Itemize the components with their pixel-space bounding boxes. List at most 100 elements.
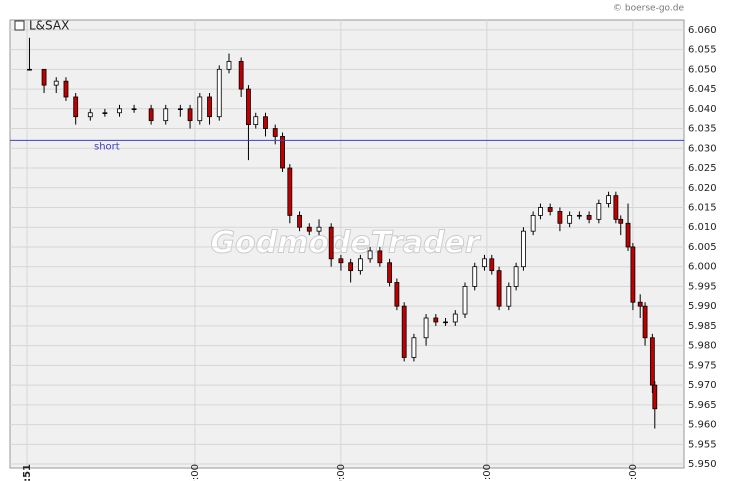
y-tick-label: 5.975 — [688, 360, 717, 371]
candle-body — [338, 258, 344, 264]
candle-body — [73, 96, 79, 118]
candle-body — [613, 195, 619, 220]
y-tick-label: 6.045 — [688, 84, 717, 95]
candle-body — [163, 108, 169, 122]
candle-body — [348, 262, 354, 272]
candle-body — [618, 218, 624, 224]
candle-body — [272, 128, 278, 137]
candle-body — [41, 68, 47, 86]
candle-body — [506, 286, 512, 307]
y-tick-label: 6.015 — [688, 202, 717, 213]
candle-body — [489, 258, 495, 272]
candle-body — [625, 222, 631, 248]
candle-body — [328, 226, 334, 260]
source: © boerse-go.de — [613, 4, 684, 14]
x-tick-label: 07:51 — [22, 464, 33, 481]
y-tick-label: 6.040 — [688, 104, 717, 115]
candle-body — [637, 301, 643, 307]
candle-body — [263, 116, 268, 129]
y-tick-label: 6.005 — [688, 242, 717, 253]
candle-body — [357, 258, 363, 272]
candle-body — [401, 305, 407, 358]
candle-body — [586, 214, 592, 220]
candle-body — [443, 321, 448, 324]
candle-body — [576, 214, 582, 217]
watermark: GodmodeTrader — [210, 226, 481, 261]
y-tick-label: 5.970 — [688, 380, 717, 391]
chart-title: L&SAX — [29, 19, 69, 33]
y-tick-label: 5.955 — [688, 439, 717, 450]
candle-body — [377, 250, 383, 264]
candle-body — [246, 88, 251, 125]
y-tick-label: 5.985 — [688, 321, 717, 332]
plot-area — [9, 19, 685, 469]
y-tick-label: 6.020 — [688, 183, 717, 194]
candle-body — [452, 313, 458, 323]
candle-body — [596, 203, 602, 220]
y-tick-label: 6.060 — [688, 25, 717, 36]
y-tick-label: 6.035 — [688, 124, 717, 135]
y-tick-label: 6.030 — [688, 143, 717, 154]
y-tick-label: 6.055 — [688, 45, 717, 56]
y-tick-label: 6.025 — [688, 163, 717, 174]
y-tick-label: 5.950 — [688, 459, 717, 470]
legend-box — [14, 20, 25, 31]
y-tick-label: 5.980 — [688, 341, 717, 352]
candle-body — [148, 108, 154, 122]
candle-body — [316, 226, 322, 232]
candle-body — [131, 108, 137, 111]
candle-body — [567, 214, 573, 224]
candle-body — [513, 266, 519, 287]
candle-body — [207, 96, 212, 118]
candle-body — [630, 246, 636, 303]
candle-body — [423, 317, 429, 339]
candle-body — [496, 270, 502, 307]
candle-body — [538, 207, 543, 216]
candle-body — [287, 167, 293, 216]
candle-body — [482, 258, 487, 268]
candle-body — [216, 68, 222, 118]
y-tick-label: 5.990 — [688, 301, 717, 312]
candle-body — [462, 286, 468, 315]
candle-body — [102, 112, 108, 114]
x-tick-label: 09:00 — [190, 464, 201, 481]
candle-body — [280, 136, 285, 169]
candle-body — [433, 317, 439, 323]
candle-body — [649, 337, 655, 386]
x-tick-label: 11:00 — [482, 464, 493, 481]
candle-body — [530, 214, 536, 232]
candle-body — [87, 112, 93, 118]
candle-body — [117, 108, 122, 114]
candle-body — [547, 207, 553, 212]
candle-body — [297, 214, 302, 228]
y-tick-label: 5.960 — [688, 420, 717, 431]
candle-body — [521, 230, 526, 268]
candle-body — [394, 282, 400, 307]
short-label: short — [94, 141, 120, 152]
y-tick-label: 6.010 — [688, 222, 717, 233]
y-tick-label: 6.050 — [688, 64, 717, 75]
x-tick-label: 12:00 — [628, 464, 639, 481]
y-tick-label: 5.995 — [688, 281, 717, 292]
candle-body — [367, 250, 373, 260]
candle-body — [557, 211, 563, 224]
candle-body — [226, 61, 232, 70]
candle-body — [306, 226, 312, 232]
candle-body — [472, 266, 478, 287]
candle-body — [387, 262, 392, 283]
candle-body — [238, 61, 244, 90]
candle-body — [27, 68, 32, 71]
candle-body — [187, 108, 193, 122]
candle-body — [411, 337, 417, 358]
candle-body — [652, 384, 658, 410]
candle-body — [63, 80, 69, 98]
candle-body — [53, 80, 59, 86]
candle-body — [253, 116, 259, 125]
candle-body — [197, 96, 203, 122]
candle-body — [177, 108, 183, 111]
candle-body — [642, 305, 648, 339]
x-tick-label: 10:00 — [336, 464, 347, 481]
candle-body — [606, 195, 611, 204]
y-tick-label: 6.000 — [688, 262, 717, 273]
